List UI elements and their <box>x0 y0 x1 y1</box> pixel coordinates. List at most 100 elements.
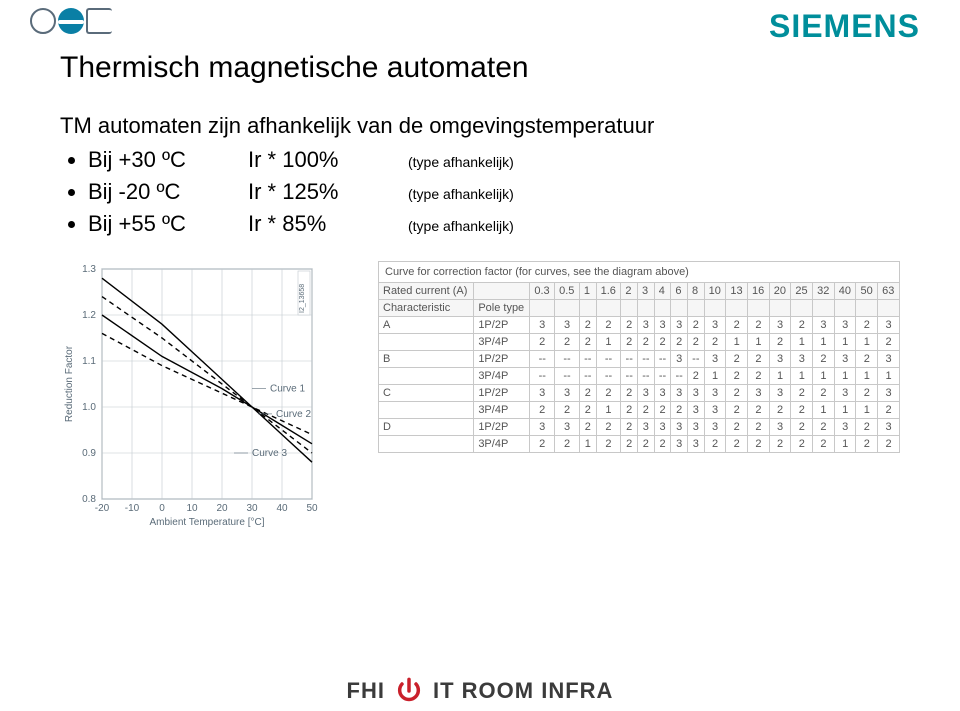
cell-val: 1 <box>856 334 878 351</box>
cell-val: 3 <box>834 317 856 334</box>
cell-val: 1 <box>791 368 813 385</box>
cell-val: 2 <box>769 334 791 351</box>
siemens-logo: SIEMENS <box>769 8 920 45</box>
cell-val: -- <box>596 351 621 368</box>
cell-val: 3 <box>638 385 655 402</box>
cell-val: 2 <box>579 402 596 419</box>
cell-val: 2 <box>688 334 705 351</box>
cell-val: 3 <box>671 351 688 368</box>
th-blank <box>555 300 580 317</box>
cell-pole: 3P/4P <box>474 402 530 419</box>
cell-val: 3 <box>878 317 900 334</box>
reduction-factor-chart: 1.31.21.11.00.90.8-20-1001020304050Curve… <box>60 261 360 536</box>
cell-val: 2 <box>748 368 770 385</box>
lower-row: 1.31.21.11.00.90.8-20-1001020304050Curve… <box>60 243 900 536</box>
cell-val: 1 <box>834 402 856 419</box>
cell-pole: 1P/2P <box>474 419 530 436</box>
cell-val: -- <box>621 368 638 385</box>
cell-val: 2 <box>726 317 748 334</box>
cell-val: -- <box>555 368 580 385</box>
cell-val: 2 <box>638 334 655 351</box>
cell-val: 2 <box>654 436 671 453</box>
th-blank <box>530 300 555 317</box>
th-current: 50 <box>856 283 878 300</box>
th-current: 6 <box>671 283 688 300</box>
svg-text:Reduction Factor: Reduction Factor <box>64 345 75 422</box>
cell-val: -- <box>621 351 638 368</box>
cell-val: 2 <box>654 334 671 351</box>
svg-text:0.9: 0.9 <box>82 448 96 459</box>
th-blank <box>596 300 621 317</box>
cell-val: 1 <box>878 368 900 385</box>
svg-text:Curve 3: Curve 3 <box>252 448 287 459</box>
cell-val: 2 <box>726 436 748 453</box>
th-blank <box>688 300 705 317</box>
cell-val: 2 <box>530 334 555 351</box>
cell-val: 3 <box>878 385 900 402</box>
th-current: 16 <box>748 283 770 300</box>
cell-char <box>379 436 474 453</box>
bullet-note: (type afhankelijk) <box>408 218 514 234</box>
cell-char: A <box>379 317 474 334</box>
correction-table-wrap: Curve for correction factor (for curves,… <box>378 261 900 453</box>
table-row: B 1P/2P--------------3--322332323 <box>379 351 900 368</box>
svg-text:1.1: 1.1 <box>82 356 96 367</box>
cell-val: 1 <box>704 368 726 385</box>
cell-val: 3 <box>704 385 726 402</box>
cell-val: 2 <box>704 334 726 351</box>
cell-val: 3 <box>654 385 671 402</box>
table-row: D 1P/2P332223333322322323 <box>379 419 900 436</box>
cell-val: 2 <box>856 351 878 368</box>
cell-val: 3 <box>704 317 726 334</box>
cell-val: 3 <box>530 419 555 436</box>
th-current: 25 <box>791 283 813 300</box>
table-row: 3P/4P222122222211211112 <box>379 334 900 351</box>
cell-val: 2 <box>748 317 770 334</box>
th-current: 13 <box>726 283 748 300</box>
cell-val: 1 <box>726 334 748 351</box>
cell-val: 2 <box>813 419 835 436</box>
cell-val: 2 <box>856 385 878 402</box>
cell-val: 2 <box>748 436 770 453</box>
cell-val: 2 <box>769 436 791 453</box>
cell-val: 1 <box>813 368 835 385</box>
th-current: 3 <box>638 283 655 300</box>
cell-val: 2 <box>621 334 638 351</box>
cell-val: 2 <box>878 402 900 419</box>
svg-text:30: 30 <box>246 503 258 514</box>
cell-val: 3 <box>834 351 856 368</box>
cell-val: 3 <box>769 385 791 402</box>
cell-val: 3 <box>671 385 688 402</box>
svg-text:-20: -20 <box>95 503 110 514</box>
th-current: 10 <box>704 283 726 300</box>
th-blank <box>654 300 671 317</box>
cell-val: 2 <box>878 436 900 453</box>
cell-val: -- <box>638 351 655 368</box>
cell-val: 3 <box>704 419 726 436</box>
cell-val: 2 <box>878 334 900 351</box>
footer: FHI IT ROOM INFRA <box>0 677 960 705</box>
table-row: A 1P/2P332223332322323323 <box>379 317 900 334</box>
cell-val: -- <box>671 368 688 385</box>
svg-text:40: 40 <box>276 503 288 514</box>
cell-char <box>379 402 474 419</box>
cell-val: 3 <box>704 351 726 368</box>
cell-val: 2 <box>726 351 748 368</box>
cell-val: 3 <box>769 419 791 436</box>
cell-val: 2 <box>726 402 748 419</box>
cell-val: 1 <box>579 436 596 453</box>
th-pole: Pole type <box>474 300 530 317</box>
cell-val: 3 <box>878 351 900 368</box>
table-row: 3P/4P222122223322221112 <box>379 402 900 419</box>
cell-val: 3 <box>654 317 671 334</box>
page-title: Thermisch magnetische automaten <box>60 51 900 85</box>
cell-val: 1 <box>834 334 856 351</box>
th-blank <box>769 300 791 317</box>
footer-itroom: IT ROOM INFRA <box>433 678 613 704</box>
cell-val: 1 <box>596 402 621 419</box>
cell-val: 2 <box>530 402 555 419</box>
th-current: 32 <box>813 283 835 300</box>
cell-val: 3 <box>555 317 580 334</box>
oec-o-icon <box>30 8 56 34</box>
cell-val: 3 <box>671 419 688 436</box>
